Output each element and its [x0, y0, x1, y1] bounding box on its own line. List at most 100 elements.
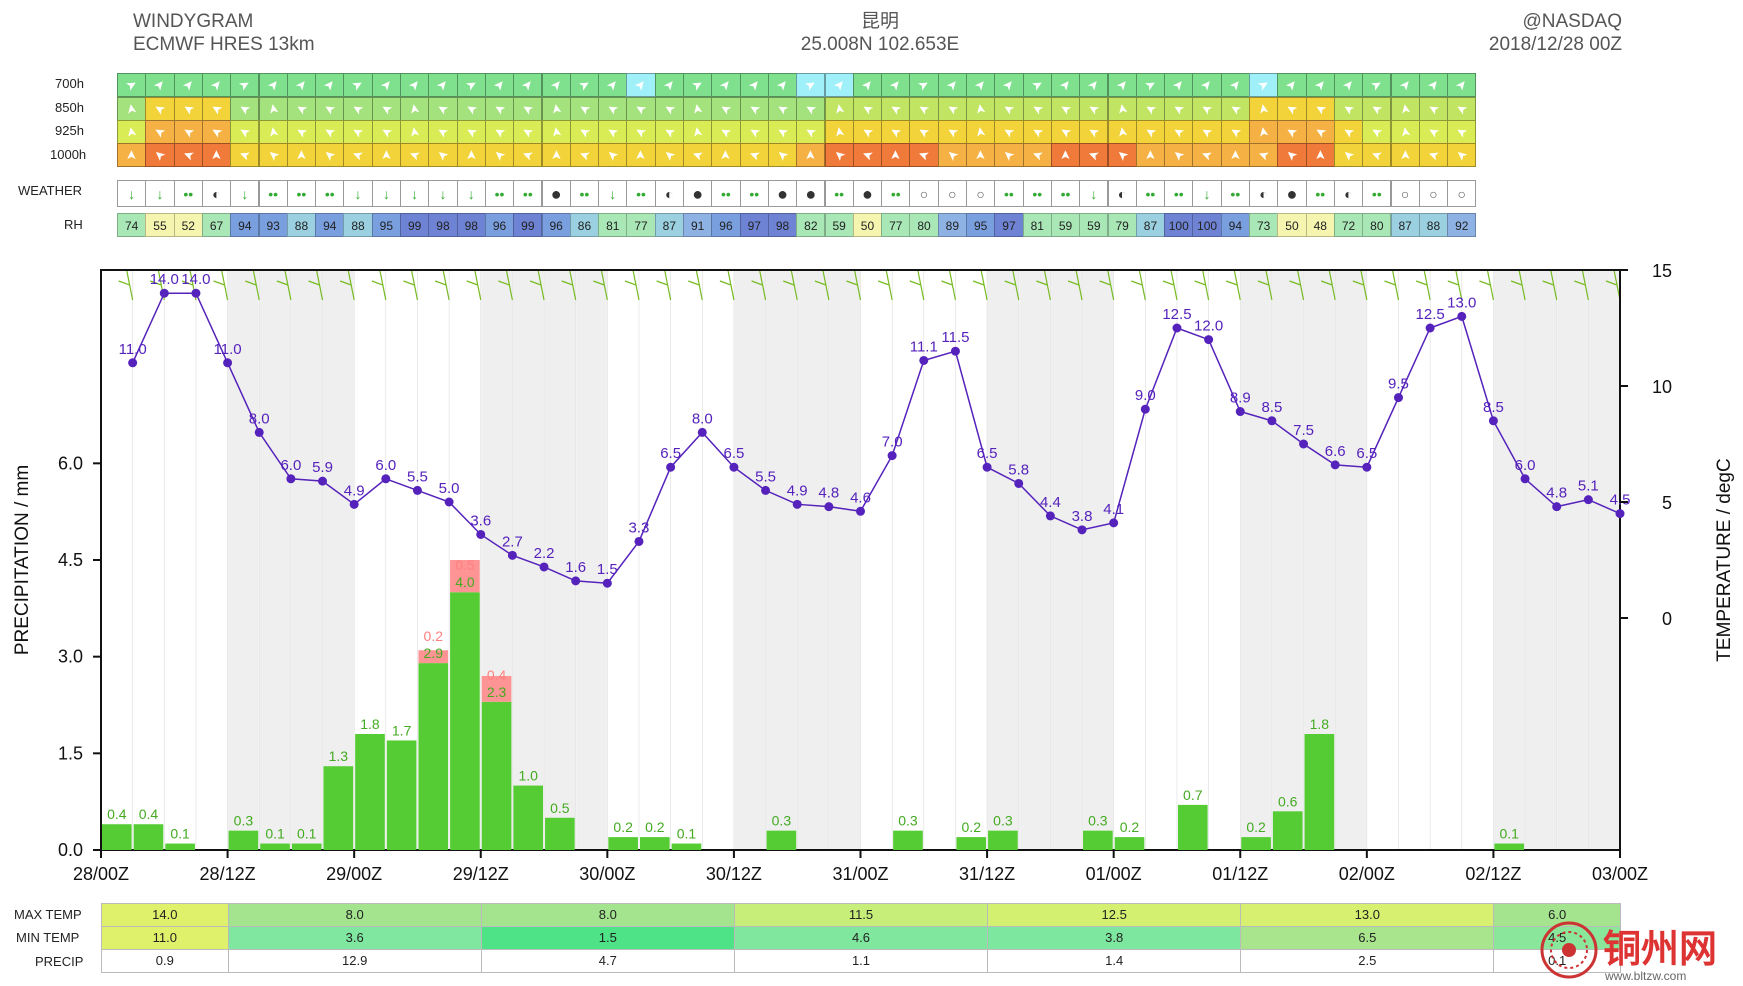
wind-cell: ➤ — [484, 143, 515, 167]
temperature-point — [1014, 478, 1024, 488]
level-label: 700h — [55, 76, 84, 91]
rh-cell: 87 — [1390, 213, 1420, 237]
rain-label: 0.4 — [139, 806, 159, 822]
wind-cell: ➤ — [1277, 143, 1307, 167]
wind-cell: ➤ — [1022, 97, 1052, 121]
weather-shower-icon: ↓ — [598, 180, 628, 207]
rain-label: 0.1 — [170, 826, 190, 842]
temperature-label: 3.6 — [470, 512, 491, 529]
wind-cell: ➤ — [286, 97, 317, 121]
temperature-label: 8.0 — [692, 410, 713, 427]
temperature-label: 11.5 — [941, 329, 969, 346]
temperature-point — [634, 536, 644, 546]
wind-cell: ➤ — [626, 143, 656, 167]
rh-cell: 81 — [598, 213, 628, 237]
rh-cell: 99 — [400, 213, 430, 237]
temperature-label: 6.5 — [660, 445, 681, 462]
wind-cell: ➤ — [513, 143, 543, 167]
wind-cell: ➤ — [145, 73, 175, 97]
rain-bar — [893, 830, 923, 850]
weather-shower-icon: ↓ — [428, 180, 458, 207]
rain-label: 0.3 — [993, 813, 1013, 829]
temperature-point — [571, 576, 581, 586]
x-tick-label: 02/12Z — [1465, 864, 1521, 880]
surface-wind-barb — [877, 280, 890, 286]
wind-cell: ➤ — [1447, 143, 1477, 167]
rain-label: 1.8 — [360, 716, 380, 732]
summary-precip-cell: 0.1 — [1493, 949, 1621, 973]
rh-cell: 98 — [428, 213, 458, 237]
summary-max-cell: 11.5 — [733, 903, 989, 927]
wind-cell: ➤ — [1135, 143, 1166, 167]
wind-cell: ➤ — [598, 73, 628, 97]
rh-cell: 99 — [513, 213, 543, 237]
wind-cell: ➤ — [824, 73, 854, 97]
surface-wind-barb — [1289, 280, 1301, 286]
temperature-label: 12.5 — [1416, 306, 1445, 323]
rain-bar — [355, 734, 385, 850]
surface-wind-barb — [783, 280, 795, 286]
header-center: 昆明 25.008N 102.653E — [700, 10, 1060, 56]
temperature-point — [381, 474, 391, 484]
header-left: WINDYGRAM ECMWF HRES 13km — [133, 10, 315, 56]
rh-cell: 87 — [1135, 213, 1166, 237]
surface-wind-barb — [1320, 280, 1333, 286]
summary-max-cell: 8.0 — [227, 903, 482, 927]
rain-label: 0.3 — [772, 813, 792, 829]
rh-cell: 72 — [1333, 213, 1364, 237]
rain-label: 1.8 — [1310, 716, 1330, 732]
wind-cell: ➤ — [1418, 73, 1449, 97]
temperature-point — [729, 462, 739, 472]
temperature-label: 5.0 — [439, 480, 460, 497]
right-tick-label: 15 — [1652, 261, 1672, 281]
weather-clear-icon: ○ — [966, 180, 996, 207]
wind-cell: ➤ — [852, 73, 883, 97]
temperature-point — [507, 550, 517, 560]
temperature-label: 9.5 — [1388, 376, 1409, 393]
summary-precip-cell: 1.1 — [733, 949, 989, 973]
rh-cell: 97 — [739, 213, 769, 237]
rain-bar — [260, 843, 290, 850]
rain-bar — [1241, 837, 1271, 850]
snow-label: 0.4 — [487, 667, 507, 683]
wind-cell: ➤ — [1050, 143, 1081, 167]
temperature-label: 2.2 — [534, 545, 555, 562]
rh-cell: 88 — [343, 213, 373, 237]
summary-max-cell: 12.5 — [987, 903, 1242, 927]
rh-cell: 92 — [1447, 213, 1477, 237]
x-tick-label: 28/00Z — [73, 864, 129, 880]
rain-label: 0.3 — [1088, 813, 1108, 829]
rain-bar — [988, 830, 1018, 850]
wind-cell: ➤ — [739, 73, 769, 97]
left-tick-label: 3.0 — [58, 647, 83, 667]
wind-cell: ➤ — [1277, 73, 1307, 97]
rain-label: 0.4 — [107, 806, 127, 822]
rh-cell: 82 — [796, 213, 826, 237]
temperature-label: 4.6 — [850, 489, 871, 506]
rain-bar — [1272, 811, 1303, 850]
weather-light-icon: •• — [1135, 180, 1166, 207]
surface-wind-barb — [1510, 280, 1523, 286]
surface-wind-barb — [1162, 280, 1175, 286]
wind-cell: ➤ — [711, 120, 741, 144]
temperature-label: 5.5 — [407, 468, 428, 485]
left-tick-label: 1.5 — [58, 743, 83, 763]
temperature-point — [1172, 323, 1182, 333]
temperature-point — [318, 476, 328, 486]
wind-cell: ➤ — [852, 97, 883, 121]
rain-label: 0.1 — [1500, 826, 1520, 842]
surface-wind-barb — [434, 280, 447, 286]
left-tick-label: 4.5 — [58, 550, 83, 570]
rain-label: 0.5 — [550, 800, 570, 816]
temperature-point — [254, 427, 264, 437]
rain-label: 4.0 — [455, 574, 475, 590]
weather-clear-icon: ○ — [937, 180, 967, 207]
surface-wind-barb — [656, 280, 668, 286]
surface-wind-barb — [1194, 280, 1206, 286]
wind-cell: ➤ — [258, 143, 288, 167]
temperature-point — [1140, 404, 1150, 414]
wind-cell: ➤ — [1164, 143, 1194, 167]
rain-bar — [323, 766, 354, 850]
weather-partly-icon: ◐ — [201, 180, 232, 207]
weather-partly-icon: ◐ — [1107, 180, 1137, 207]
